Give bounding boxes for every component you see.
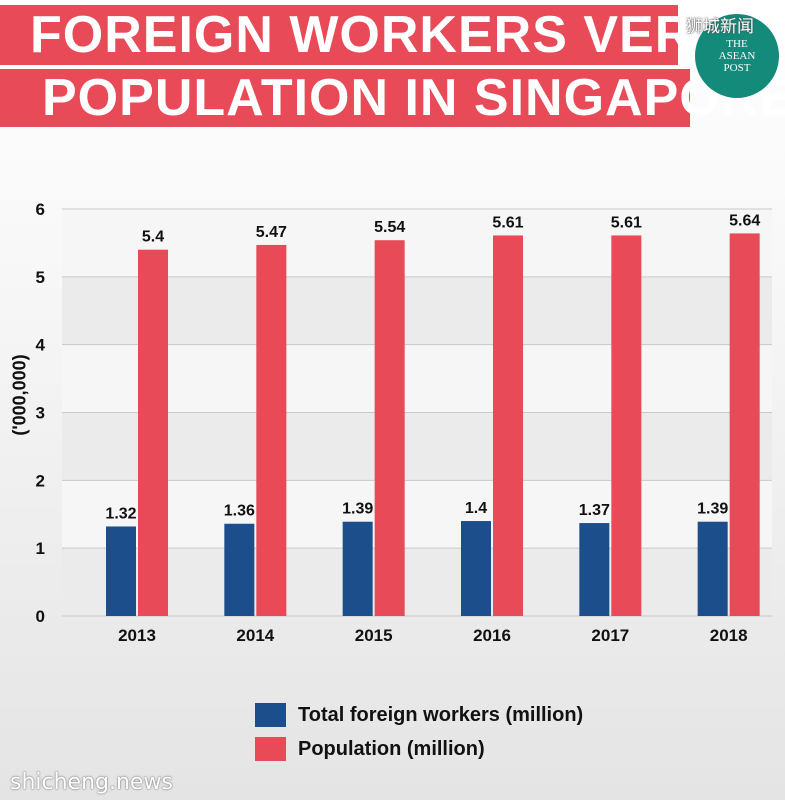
logo-text-the: THE (726, 38, 748, 50)
data-label: 1.4 (465, 500, 487, 517)
x-tick-label: 2017 (591, 626, 629, 645)
data-label: 1.36 (224, 503, 255, 520)
bar-population (138, 249, 168, 616)
data-label: 1.39 (697, 501, 728, 518)
legend-label-population: Population (million) (298, 737, 485, 760)
y-tick-label: 5 (36, 268, 45, 287)
asean-post-logo: THE ASEAN POST (695, 14, 779, 98)
y-tick-label: 6 (36, 200, 45, 219)
bar-population (374, 240, 405, 616)
x-tick-label: 2014 (236, 626, 274, 645)
grid-band (62, 480, 772, 549)
data-label: 1.32 (105, 505, 136, 522)
legend-item-workers: Total foreign workers (million) (255, 698, 583, 732)
legend-label-workers: Total foreign workers (million) (298, 703, 584, 726)
watermark: shicheng.news (10, 770, 173, 795)
grid-band (62, 209, 772, 277)
data-label: 5.54 (374, 219, 405, 236)
y-tick-label: 1 (36, 539, 45, 558)
bar-workers (461, 521, 491, 616)
y-tick-label: 4 (36, 336, 46, 355)
bar-population (256, 244, 287, 616)
logo-chinese-text: 狮城新闻 (686, 17, 754, 37)
y-tick-label: 2 (36, 471, 45, 490)
bar-workers (106, 526, 136, 616)
data-label: 1.39 (342, 501, 373, 518)
legend-item-population: Population (million) (255, 732, 583, 766)
bar-population (611, 235, 642, 616)
bar-population (493, 235, 523, 616)
logo-text-post: POST (723, 62, 751, 74)
x-tick-label: 2015 (355, 626, 393, 645)
legend: Total foreign workers (million) Populati… (255, 698, 583, 766)
bar-population (729, 233, 760, 617)
grid-band (62, 276, 772, 345)
bar-workers (342, 521, 373, 616)
grid-band (62, 412, 772, 481)
legend-swatch-population (255, 737, 286, 761)
title-line-2: POPULATION IN SINGAPORE (0, 69, 785, 127)
bar-workers (697, 521, 728, 616)
data-label: 5.61 (611, 214, 642, 231)
x-tick-label: 2013 (118, 626, 156, 645)
x-tick-label: 2018 (710, 626, 748, 645)
title-line-1: FOREIGN WORKERS VERSUS (0, 5, 785, 65)
bar-workers (224, 523, 255, 616)
x-tick-label: 2016 (473, 626, 511, 645)
logo-text-asean: ASEAN (718, 50, 756, 62)
y-tick-label: 3 (36, 404, 45, 423)
data-label: 5.4 (142, 229, 164, 246)
data-label: 5.64 (729, 212, 760, 229)
data-label: 5.61 (492, 214, 523, 231)
bar-workers (579, 523, 610, 616)
y-tick-label: 0 (36, 607, 45, 626)
grid-band (62, 548, 772, 616)
grid-band (62, 344, 772, 413)
data-label: 5.47 (256, 224, 287, 241)
data-label: 1.37 (579, 502, 610, 519)
legend-swatch-workers (255, 703, 286, 727)
bar-chart: 0 1 2 3 4 5 6 1.32 5.4 2013 1.36 5.47 2014 1.39 5.54 20… (36, 200, 772, 645)
